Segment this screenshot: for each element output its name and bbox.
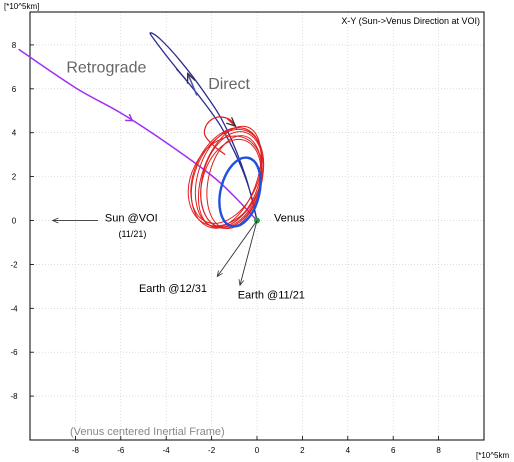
capture-curl-arrowhead [227,119,235,126]
retrograde-pointer [175,68,186,80]
y-tick-label: 6 [12,85,17,94]
approach-direction-chevron [125,113,134,122]
chart-title: X-Y (Sun->Venus Direction at VOI) [341,16,480,26]
direct-arrow [188,73,198,96]
sun-date-label: (11/21) [119,229,147,239]
y-tick-label: -4 [10,304,18,313]
tick-labels: -8 -6 -4 -2 0 2 4 6 8 8 6 4 2 0 -2 -4 -6 -8 [10,41,441,455]
earth-1231-label: Earth @12/31 [139,283,207,295]
approach-trajectory [18,48,258,222]
x-tick-label: -2 [208,446,216,455]
earth-1231-arrow [217,220,258,277]
final-orbit-ellipse [218,156,262,228]
retrograde-label: Retrograde [66,59,146,76]
capture-orbit-ellipse [190,127,263,224]
x-tick-label: 2 [300,446,305,455]
grid-lines [30,12,484,440]
plot-frame [29,11,485,441]
frame-note: (Venus centered Inertial Frame) [70,426,225,438]
venus-label: Venus [274,213,305,225]
capture-orbit-ellipse [200,138,262,228]
earth-1121-arrow [240,220,258,286]
earth-1121-label: Earth @11/21 [238,289,305,301]
x-tick-label: -4 [163,446,171,455]
y-tick-label: 0 [12,217,17,226]
y-tick-label: 8 [12,41,17,50]
y-tick-label: -6 [10,348,18,357]
x-tick-label: 6 [391,446,396,455]
capture-orbit-ellipse [187,135,263,227]
y-tick-label: -8 [10,392,18,401]
y-unit-label: [*10^5km] [4,2,39,11]
y-tick-label: 4 [12,129,17,138]
y-tick-label: 2 [12,173,17,182]
retrograde-trajectory [149,32,258,221]
x-unit-label: [*10^5km [476,451,509,460]
x-tick-label: -6 [117,446,125,455]
x-tick-label: 8 [436,446,441,455]
x-tick-label: 4 [346,446,351,455]
capture-orbit-ellipse [197,125,262,228]
x-tick-label: 0 [255,446,260,455]
trajectory-series [18,32,265,230]
x-tick-label: -8 [72,446,80,455]
y-tick-label: -2 [10,260,18,269]
arrow-markers [53,68,260,286]
direct-label: Direct [208,76,250,93]
sun-label: Sun @VOI [105,213,158,225]
